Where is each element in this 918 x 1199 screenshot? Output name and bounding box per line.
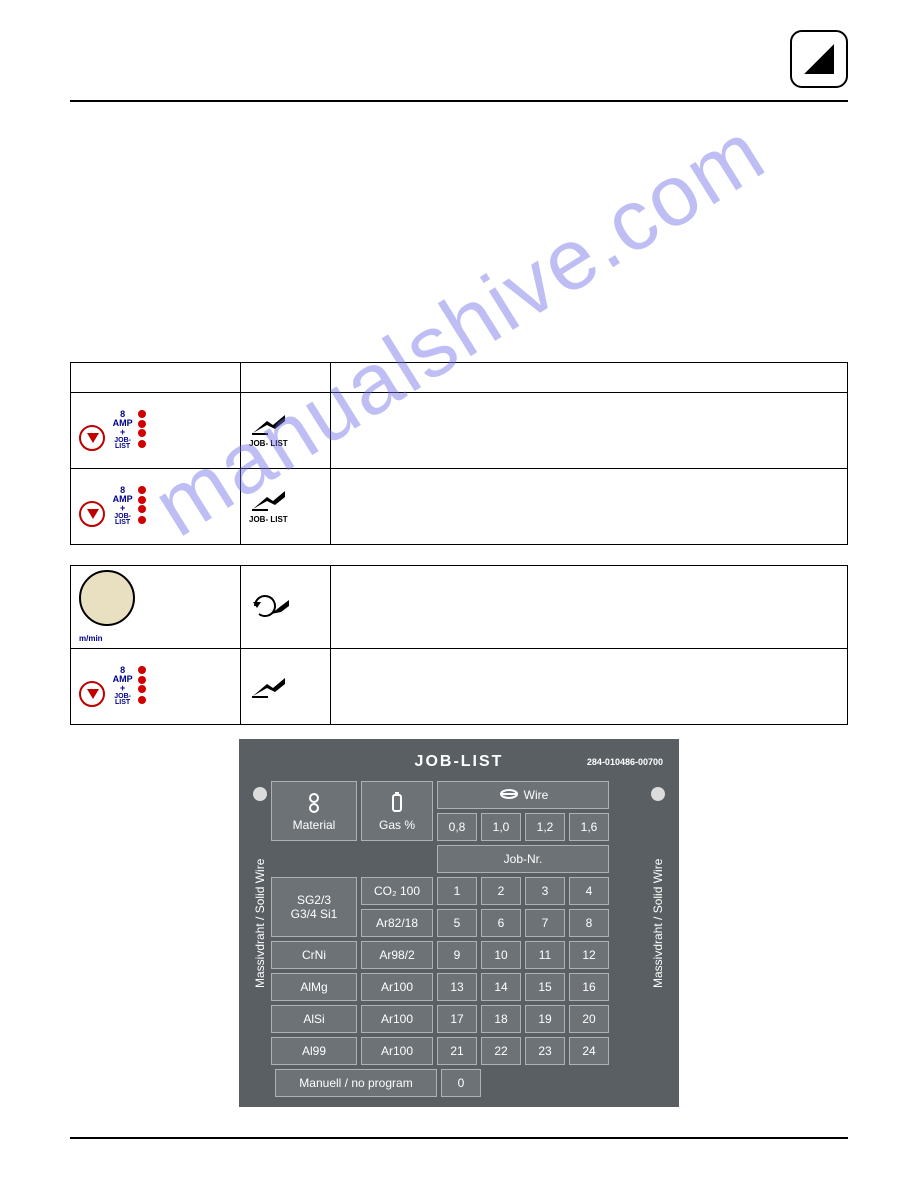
wire-size: 1,6 bbox=[569, 813, 609, 841]
led-stack-icon: 8 AMP + JOB- LIST bbox=[111, 486, 146, 527]
action-icon-cell bbox=[241, 566, 331, 649]
job-cell: 19 bbox=[525, 1005, 565, 1033]
job-cell: 1 bbox=[437, 877, 477, 905]
job-cell: 7 bbox=[525, 909, 565, 937]
rotate-hand-icon bbox=[249, 608, 293, 623]
gas-cell: Ar100 bbox=[361, 1005, 433, 1033]
wire-size: 0,8 bbox=[437, 813, 477, 841]
job-cell: 14 bbox=[481, 973, 521, 1001]
job-cell: 11 bbox=[525, 941, 565, 969]
job-cell: 24 bbox=[569, 1037, 609, 1065]
action-icon-cell: JOB- LIST bbox=[241, 469, 331, 545]
material-cell: AlMg bbox=[271, 973, 357, 1001]
selector-button-icon bbox=[79, 681, 105, 707]
action-icon-cell bbox=[241, 649, 331, 725]
job-cell: 21 bbox=[437, 1037, 477, 1065]
job-cell: 10 bbox=[481, 941, 521, 969]
led-selector-cell: 8 AMP + JOB- LIST bbox=[71, 469, 241, 545]
led-stack-icon: 8 AMP + JOB- LIST bbox=[111, 410, 146, 451]
material-cell: CrNi bbox=[271, 941, 357, 969]
instruction-table-1: 8 AMP + JOB- LIST JOB- LIST 8 AMP bbox=[70, 362, 848, 545]
joblist-manual-row: Manuell / no program 0 bbox=[249, 1069, 669, 1097]
job-cell: 15 bbox=[525, 973, 565, 1001]
description-cell bbox=[331, 393, 848, 469]
gas-cell: Ar82/18 bbox=[361, 909, 433, 937]
dial-unit-label: m/min bbox=[79, 634, 103, 643]
wire-icon bbox=[498, 783, 520, 808]
material-cell: SG2/3 G3/4 Si1 bbox=[271, 877, 357, 937]
header-jobnr: Job-Nr. bbox=[437, 845, 609, 873]
side-label-left: Massivdraht / Solid Wire bbox=[249, 781, 271, 1065]
selector-button-icon bbox=[79, 501, 105, 527]
description-cell bbox=[331, 469, 848, 545]
job-cell: 3 bbox=[525, 877, 565, 905]
material-cell: Al99 bbox=[271, 1037, 357, 1065]
led-selector-cell: 8 AMP + JOB- LIST bbox=[71, 393, 241, 469]
gas-cell: Ar100 bbox=[361, 973, 433, 1001]
gas-icon bbox=[386, 791, 408, 816]
header-wire: Wire bbox=[437, 781, 609, 809]
header-gas: Gas % bbox=[361, 781, 433, 841]
gas-cell: Ar100 bbox=[361, 1037, 433, 1065]
rule-top bbox=[70, 100, 848, 102]
header-material: Material bbox=[271, 781, 357, 841]
dial-cell: m/min bbox=[71, 566, 241, 649]
job-cell: 4 bbox=[569, 877, 609, 905]
job-cell: 17 bbox=[437, 1005, 477, 1033]
job-cell: 22 bbox=[481, 1037, 521, 1065]
brand-logo bbox=[790, 30, 848, 88]
manual-page: manualshive.com 8 AMP + JOB- LIST JOB- L… bbox=[0, 0, 918, 1199]
description-cell bbox=[331, 566, 848, 649]
gas-cell: CO₂ 100 bbox=[361, 877, 433, 905]
job-cell: 13 bbox=[437, 973, 477, 1001]
side-label-right: Massivdraht / Solid Wire bbox=[647, 781, 669, 1065]
job-cell: 18 bbox=[481, 1005, 521, 1033]
joblist-table: Material Gas % Wire 0,8 1,0 1,2 1,6 bbox=[271, 781, 647, 1065]
led-stack-icon: 8 AMP + JOB- LIST bbox=[111, 666, 146, 707]
hand-press-icon bbox=[249, 425, 289, 440]
joblist-label-icon: JOB- LIST bbox=[249, 516, 288, 524]
selector-button-icon bbox=[79, 425, 105, 451]
gas-cell: Ar98/2 bbox=[361, 941, 433, 969]
description-cell bbox=[331, 649, 848, 725]
job-cell: 9 bbox=[437, 941, 477, 969]
job-cell: 12 bbox=[569, 941, 609, 969]
job-cell: 16 bbox=[569, 973, 609, 1001]
rule-bottom bbox=[70, 1137, 848, 1139]
material-cell: AlSi bbox=[271, 1005, 357, 1033]
manual-job: 0 bbox=[441, 1069, 481, 1097]
job-cell: 6 bbox=[481, 909, 521, 937]
joblist-part-number: 284-010486-00700 bbox=[587, 757, 663, 767]
material-icon bbox=[303, 791, 325, 816]
job-cell: 20 bbox=[569, 1005, 609, 1033]
indicator-dot-icon bbox=[253, 787, 267, 801]
action-icon-cell: JOB- LIST bbox=[241, 393, 331, 469]
job-cell: 5 bbox=[437, 909, 477, 937]
hand-press-icon bbox=[249, 688, 289, 703]
job-cell: 8 bbox=[569, 909, 609, 937]
led-selector-cell: 8 AMP + JOB- LIST bbox=[71, 649, 241, 725]
job-cell: 2 bbox=[481, 877, 521, 905]
joblist-panel: JOB-LIST 284-010486-00700 Massivdraht / … bbox=[239, 739, 679, 1107]
job-cell: 23 bbox=[525, 1037, 565, 1065]
rotary-dial-icon bbox=[79, 570, 135, 626]
wire-size: 1,0 bbox=[481, 813, 521, 841]
joblist-label-icon: JOB- LIST bbox=[249, 440, 288, 448]
instruction-table-2: m/min 8 AMP + JOB- LIST bbox=[70, 565, 848, 725]
wire-size: 1,2 bbox=[525, 813, 565, 841]
indicator-dot-icon bbox=[651, 787, 665, 801]
joblist-title: JOB-LIST 284-010486-00700 bbox=[249, 749, 669, 781]
hand-press-icon bbox=[249, 501, 289, 516]
manual-label: Manuell / no program bbox=[275, 1069, 437, 1097]
